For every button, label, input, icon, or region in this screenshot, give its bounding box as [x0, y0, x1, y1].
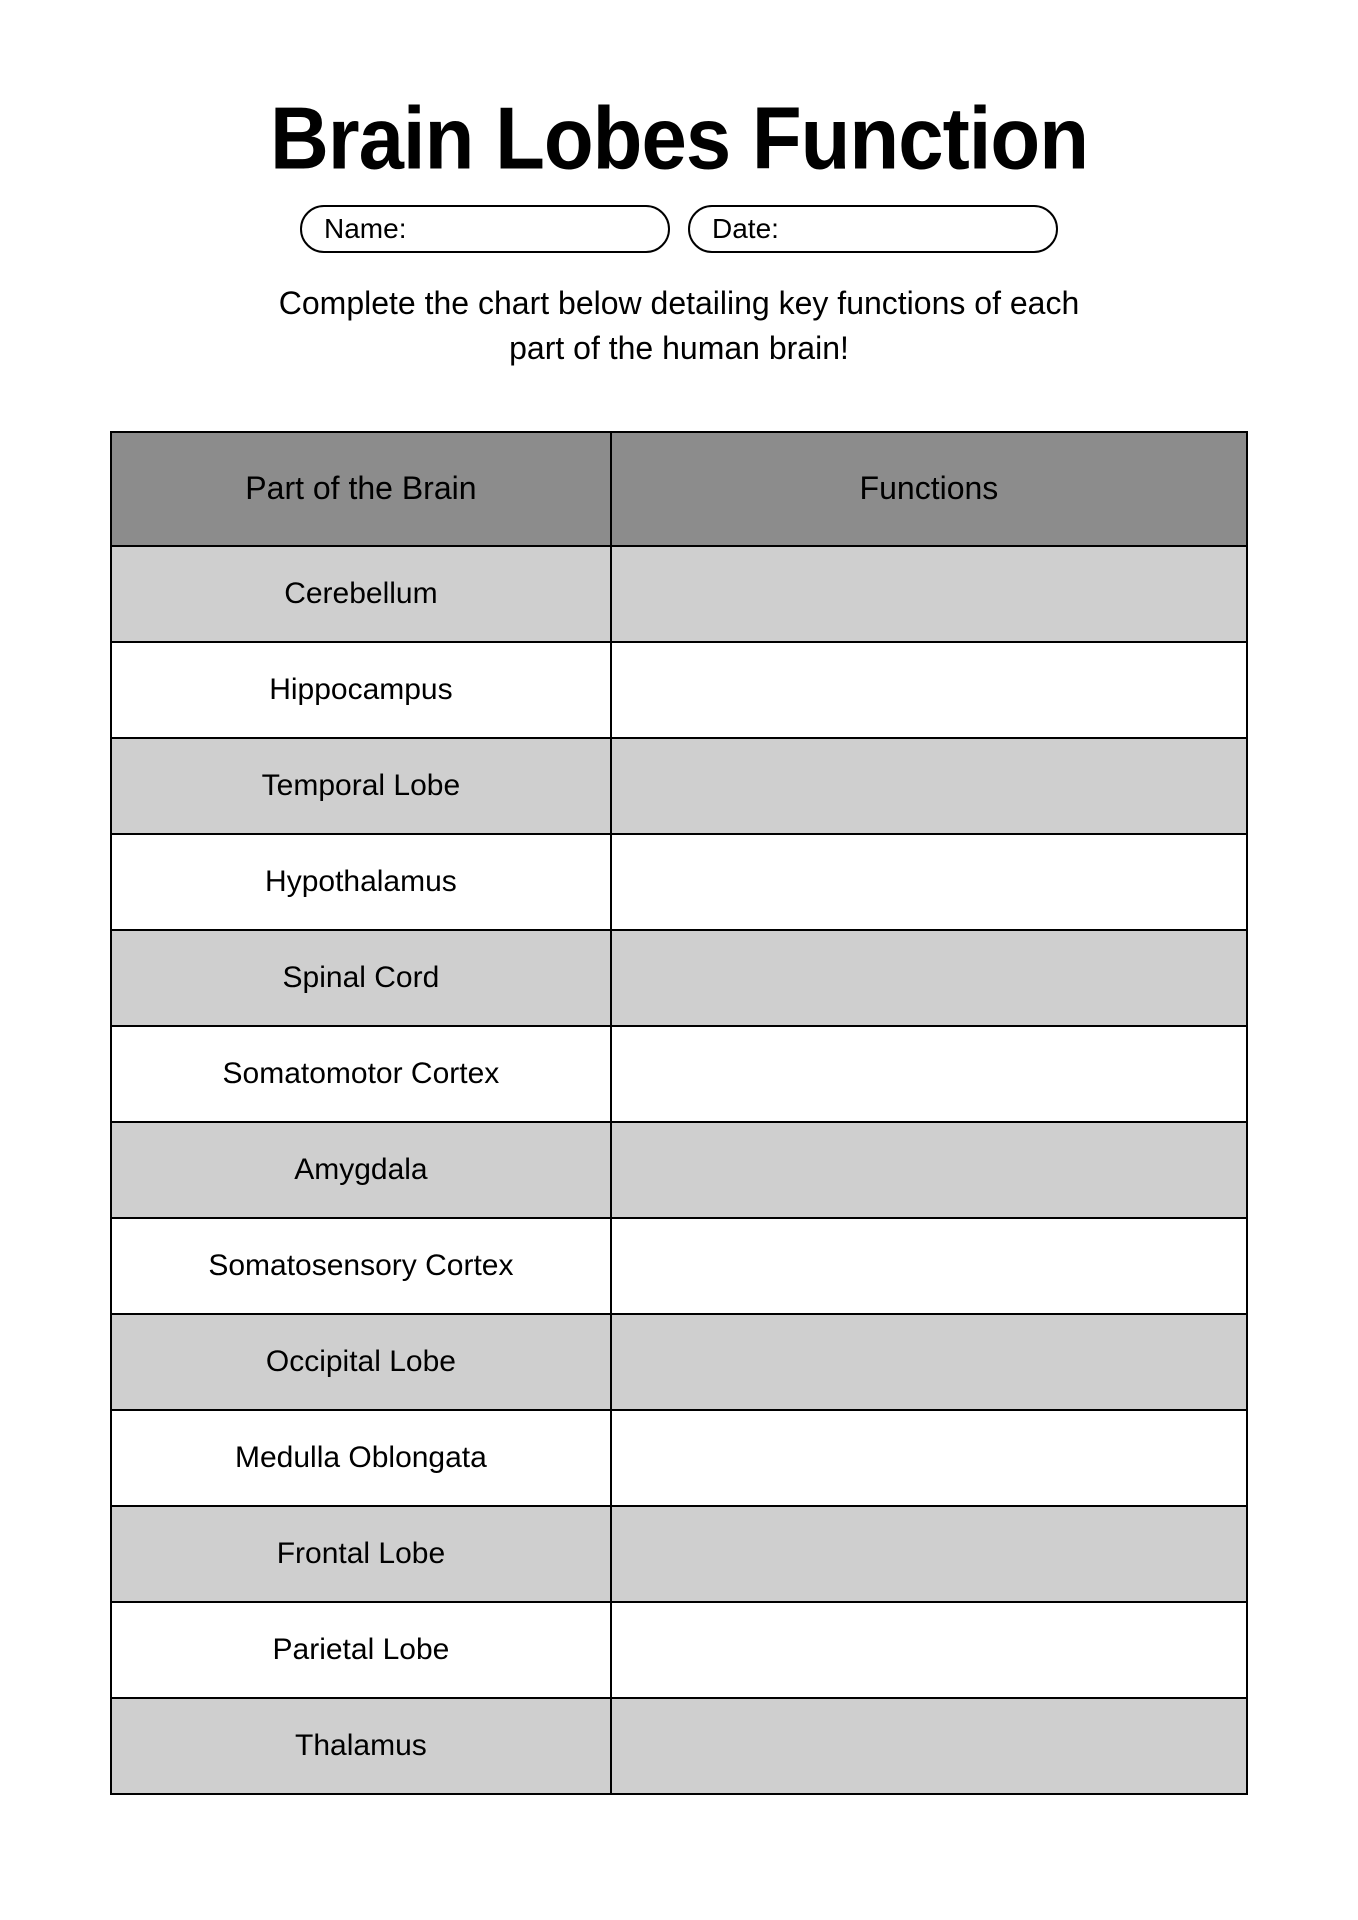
cell-part: Frontal Lobe [111, 1506, 611, 1602]
name-date-fields: Name: Date: [110, 205, 1248, 253]
cell-function[interactable] [611, 834, 1247, 930]
cell-part: Cerebellum [111, 546, 611, 642]
cell-function[interactable] [611, 1410, 1247, 1506]
cell-part: Hypothalamus [111, 834, 611, 930]
cell-function[interactable] [611, 738, 1247, 834]
cell-function[interactable] [611, 1506, 1247, 1602]
date-field[interactable]: Date: [688, 205, 1058, 253]
page-title: Brain Lobes Function [127, 88, 1231, 190]
cell-function[interactable] [611, 1602, 1247, 1698]
cell-part: Occipital Lobe [111, 1314, 611, 1410]
table-row: Amygdala [111, 1122, 1247, 1218]
cell-part: Medulla Oblongata [111, 1410, 611, 1506]
cell-part: Somatosensory Cortex [111, 1218, 611, 1314]
table-header-row: Part of the Brain Functions [111, 432, 1247, 546]
cell-function[interactable] [611, 642, 1247, 738]
table-row: Frontal Lobe [111, 1506, 1247, 1602]
cell-function[interactable] [611, 1122, 1247, 1218]
brain-lobes-table: Part of the Brain Functions CerebellumHi… [110, 431, 1248, 1795]
table-row: Parietal Lobe [111, 1602, 1247, 1698]
table-row: Somatosensory Cortex [111, 1218, 1247, 1314]
column-header-part: Part of the Brain [111, 432, 611, 546]
table-row: Cerebellum [111, 546, 1247, 642]
cell-part: Parietal Lobe [111, 1602, 611, 1698]
cell-part: Temporal Lobe [111, 738, 611, 834]
table-row: Hippocampus [111, 642, 1247, 738]
cell-part: Somatomotor Cortex [111, 1026, 611, 1122]
date-label: Date: [712, 213, 779, 245]
cell-function[interactable] [611, 1218, 1247, 1314]
instructions-text: Complete the chart below detailing key f… [269, 281, 1089, 371]
table-row: Hypothalamus [111, 834, 1247, 930]
table-row: Spinal Cord [111, 930, 1247, 1026]
cell-part: Thalamus [111, 1698, 611, 1794]
cell-function[interactable] [611, 1314, 1247, 1410]
table-row: Somatomotor Cortex [111, 1026, 1247, 1122]
cell-part: Amygdala [111, 1122, 611, 1218]
column-header-functions: Functions [611, 432, 1247, 546]
table-row: Occipital Lobe [111, 1314, 1247, 1410]
name-label: Name: [324, 213, 406, 245]
table-row: Thalamus [111, 1698, 1247, 1794]
table-row: Medulla Oblongata [111, 1410, 1247, 1506]
cell-function[interactable] [611, 1026, 1247, 1122]
cell-part: Hippocampus [111, 642, 611, 738]
cell-function[interactable] [611, 930, 1247, 1026]
cell-function[interactable] [611, 1698, 1247, 1794]
cell-function[interactable] [611, 546, 1247, 642]
name-field[interactable]: Name: [300, 205, 670, 253]
cell-part: Spinal Cord [111, 930, 611, 1026]
table-row: Temporal Lobe [111, 738, 1247, 834]
